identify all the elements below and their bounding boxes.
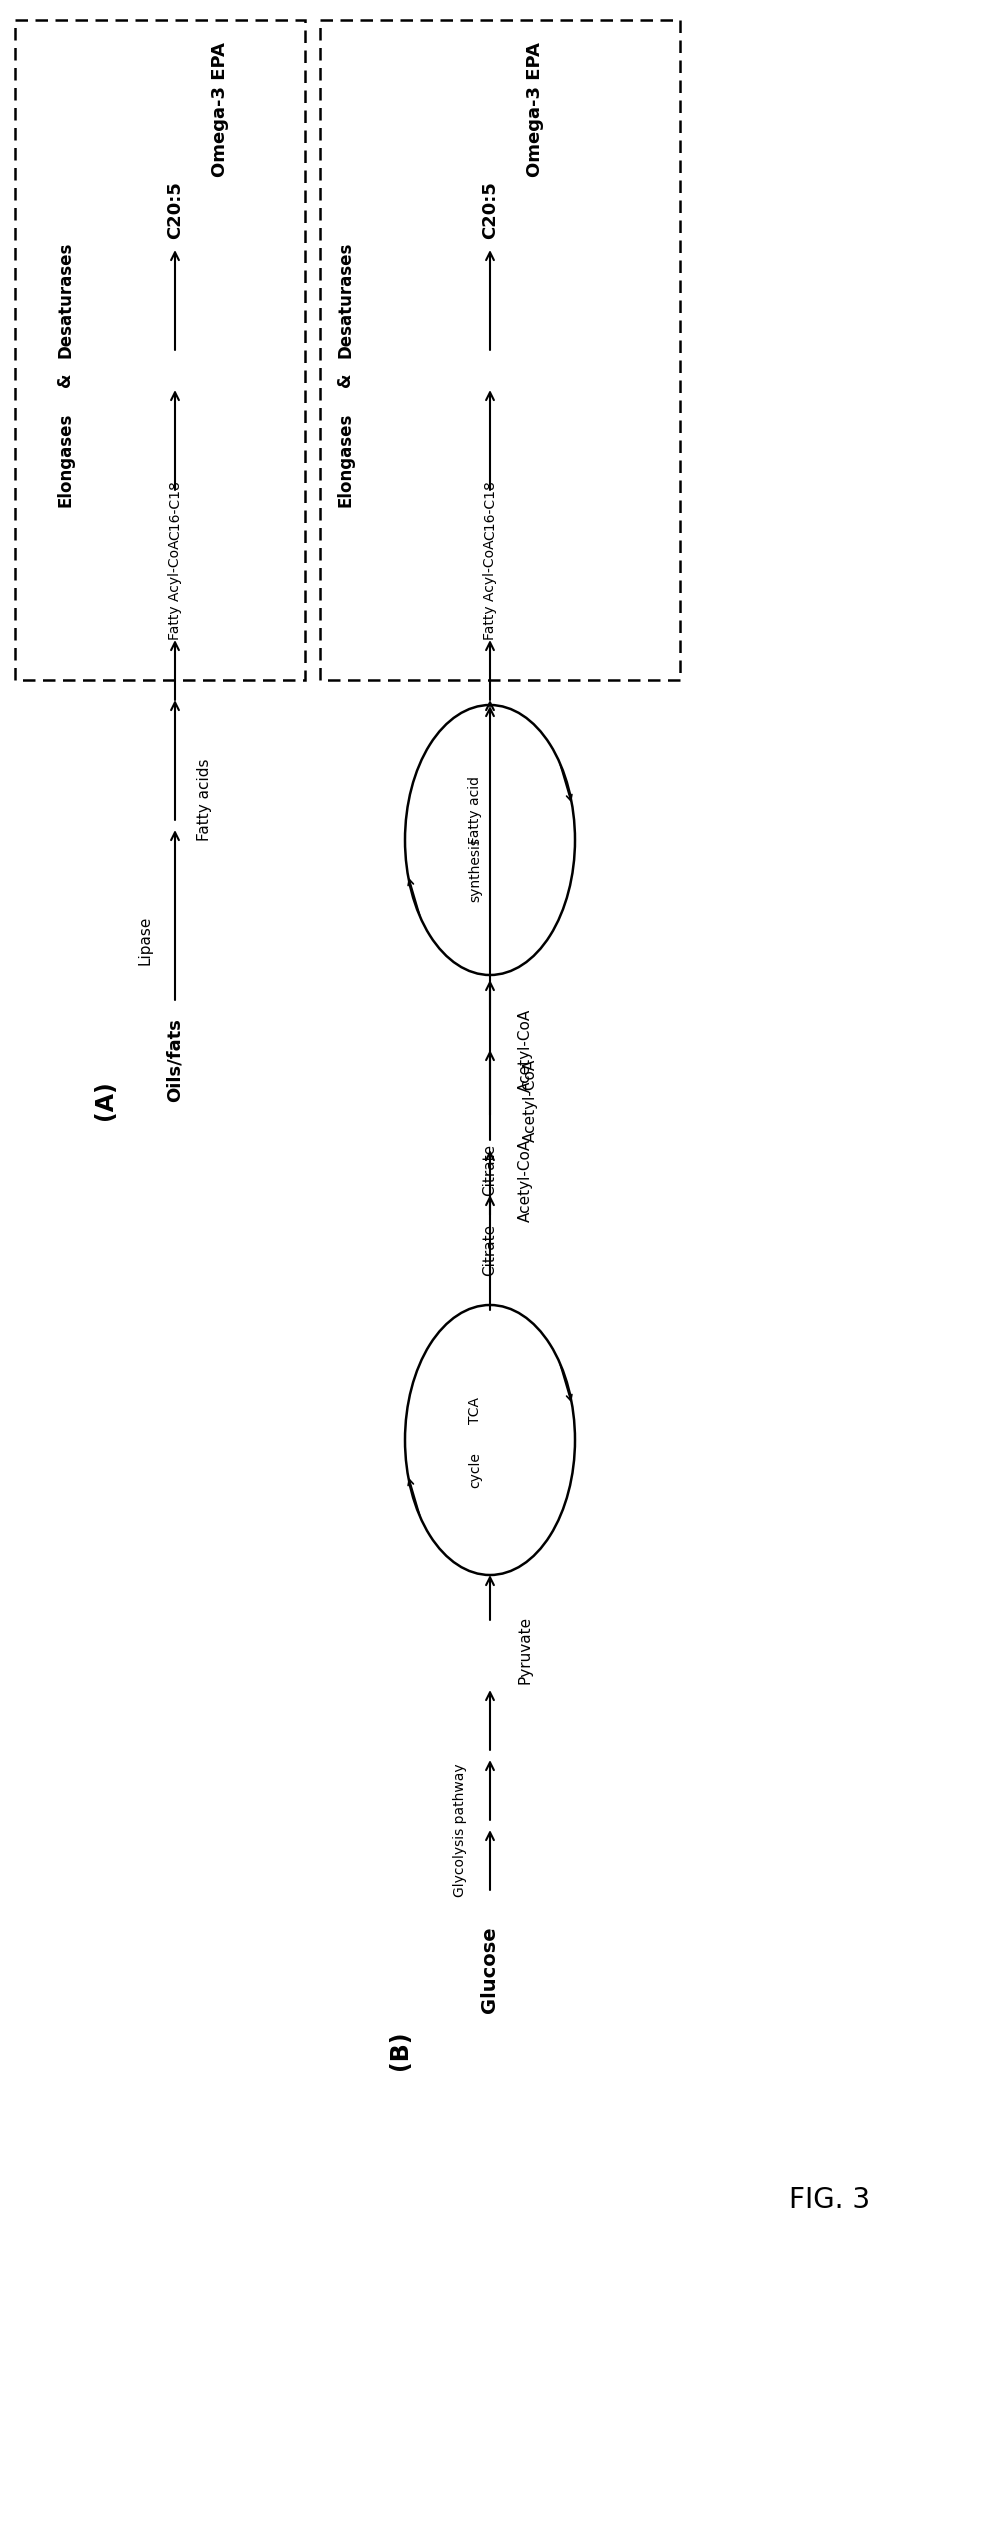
- Text: Pyruvate: Pyruvate: [517, 1615, 532, 1684]
- Text: Glucose: Glucose: [480, 1926, 499, 2012]
- Text: C20:5: C20:5: [480, 182, 499, 240]
- Text: Omega-3 EPA: Omega-3 EPA: [526, 43, 543, 177]
- Text: Fatty Acyl-CoA: Fatty Acyl-CoA: [168, 538, 181, 640]
- Text: C20:5: C20:5: [166, 182, 183, 240]
- Text: Fatty acid: Fatty acid: [467, 776, 481, 844]
- Text: Fatty acids: Fatty acids: [197, 758, 212, 842]
- Text: Acetyl-CoA: Acetyl-CoA: [522, 1059, 537, 1143]
- Text: synthesis: synthesis: [467, 837, 481, 902]
- Text: Lipase: Lipase: [137, 915, 153, 966]
- Text: &: &: [335, 372, 354, 387]
- Text: Desaturases: Desaturases: [335, 243, 354, 359]
- Text: Acetyl-CoA: Acetyl-CoA: [517, 1138, 532, 1221]
- Text: Oils/fats: Oils/fats: [166, 1019, 183, 1102]
- Text: Elongases: Elongases: [335, 412, 354, 508]
- Text: Citrate: Citrate: [482, 1145, 497, 1196]
- Text: Citrate: Citrate: [482, 1224, 497, 1277]
- Bar: [15, 20, 305, 680]
- Text: Fatty Acyl-CoA: Fatty Acyl-CoA: [482, 538, 497, 640]
- Text: (A): (A): [93, 1079, 117, 1120]
- Text: TCA: TCA: [467, 1395, 481, 1423]
- Text: Acetyl-CoA: Acetyl-CoA: [517, 1009, 532, 1092]
- Text: Desaturases: Desaturases: [56, 243, 74, 359]
- Text: Elongases: Elongases: [56, 412, 74, 508]
- Text: Omega-3 EPA: Omega-3 EPA: [211, 43, 229, 177]
- Text: cycle: cycle: [467, 1451, 481, 1489]
- Text: FIG. 3: FIG. 3: [789, 2187, 870, 2215]
- Text: &: &: [56, 372, 74, 387]
- Text: C16-C18: C16-C18: [168, 480, 181, 541]
- Text: C16-C18: C16-C18: [482, 480, 497, 541]
- Text: Glycolysis pathway: Glycolysis pathway: [453, 1762, 466, 1896]
- Text: (B): (B): [387, 2030, 411, 2070]
- Bar: [319, 20, 679, 680]
